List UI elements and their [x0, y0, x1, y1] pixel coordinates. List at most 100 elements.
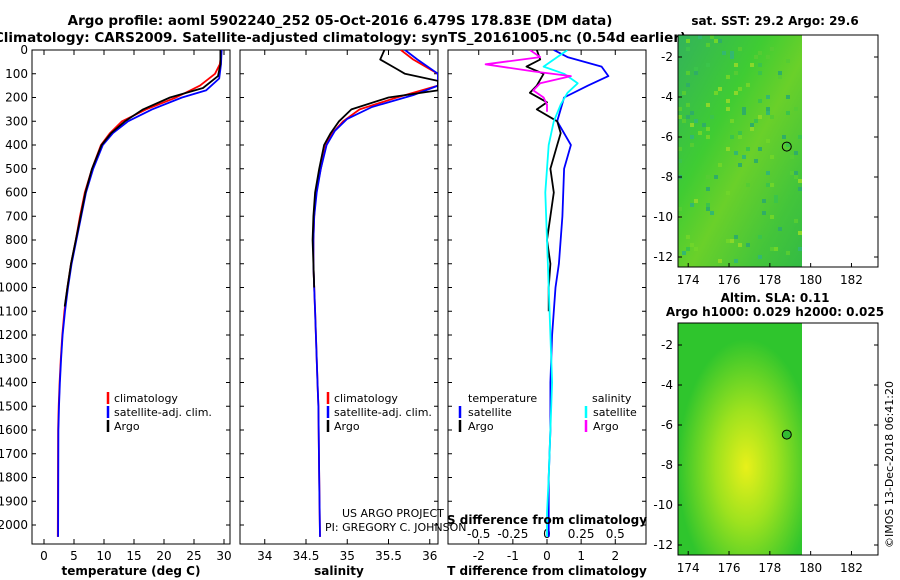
sst-map-pixel	[770, 215, 774, 219]
sst-map-pixel	[794, 107, 798, 111]
difference-panel-frame	[447, 49, 647, 545]
sst-map-pixel	[758, 63, 762, 67]
legend-label-argo: Argo	[114, 420, 140, 433]
temperature-panel-frame	[31, 49, 231, 545]
depth-tick-label: 1600	[0, 423, 28, 437]
depth-tick-label: 1300	[0, 352, 28, 366]
sst-map-pixel	[730, 51, 734, 55]
sst-map-pixel	[694, 247, 698, 251]
sst-map-pixel	[706, 103, 710, 107]
series-line-satellite-adj-clim-	[57, 50, 223, 537]
sst-map-pixel	[766, 139, 770, 143]
depth-tick-label: 300	[5, 114, 28, 128]
sst-map-pixel	[706, 175, 710, 179]
sst-map-pixel	[726, 147, 730, 151]
sst-map-pixel	[778, 227, 782, 231]
depth-tick-label: 1000	[0, 281, 28, 295]
salinity-axis-label: salinity	[314, 564, 364, 578]
sst-map-pixel	[798, 231, 802, 235]
legend-label-t-argo: Argo	[468, 420, 494, 433]
series-line-climatology	[312, 50, 438, 537]
depth-tick-label: 1400	[0, 376, 28, 390]
sst-map-pixel	[706, 127, 710, 131]
sst-map-pixel	[778, 71, 782, 75]
sla-map-ticks: 174 176 178 180 182 -2 -4 -6 -8 -10 -12	[653, 338, 878, 575]
sst-map-pixel	[758, 71, 762, 75]
sst-map-pixel	[758, 115, 762, 119]
sst-map-pixel	[678, 207, 682, 211]
sst-map-pixel	[726, 239, 730, 243]
x2-tick-label: 0.5	[606, 527, 625, 541]
sst-map-pixel	[794, 219, 798, 223]
sst-map-pixel	[738, 131, 742, 135]
sst-map-pixel	[686, 83, 690, 87]
panel-series-group	[311, 50, 438, 537]
sst-map-pixel	[678, 147, 682, 151]
sst-map-pixel	[766, 171, 770, 175]
x-tick-label: 0	[40, 549, 48, 563]
sst-map-pixel	[694, 71, 698, 75]
sst-map-pixel	[770, 155, 774, 159]
sla-map-field	[678, 323, 802, 555]
x-tick-label: 34	[257, 549, 272, 563]
sst-map-pixel	[758, 99, 762, 103]
sst-map-pixel	[766, 183, 770, 187]
map-y-tick-label: -10	[653, 498, 673, 512]
temperature-axis-label: temperature (deg C)	[62, 564, 201, 578]
sla-argo-position-marker	[781, 429, 792, 440]
sst-map-pixel	[698, 35, 702, 39]
sst-map-pixel	[778, 75, 782, 79]
x-tick-label: 35	[340, 549, 355, 563]
sst-map-pixel	[798, 179, 802, 183]
sst-map-pixel	[698, 131, 702, 135]
map-y-tick-label: -8	[661, 170, 673, 184]
sst-map-pixel	[730, 239, 734, 243]
map-y-tick-label: -4	[661, 378, 673, 392]
sst-map-pixel	[750, 127, 754, 131]
sst-map-pixel	[794, 151, 798, 155]
depth-tick-label: 2000	[0, 518, 28, 532]
sst-map-pixel	[690, 123, 694, 127]
sst-map-pixel	[726, 75, 730, 79]
series-line-argo	[311, 50, 438, 288]
sst-map-pixel	[770, 115, 774, 119]
sst-map-pixel	[798, 135, 802, 139]
sst-map-pixel	[754, 119, 758, 123]
sst-map-pixel	[786, 95, 790, 99]
sst-map-pixel	[730, 135, 734, 139]
sst-map-pixel	[730, 119, 734, 123]
sst-map-pixel	[682, 251, 686, 255]
map-x-tick-label: 176	[718, 561, 741, 575]
sst-map-pixel	[718, 259, 722, 263]
map-x-tick-label: 182	[840, 561, 863, 575]
sst-map-pixel	[746, 147, 750, 151]
sst-map-pixel	[714, 175, 718, 179]
map-x-tick-label: 182	[840, 273, 863, 287]
sst-map-pixel	[726, 191, 730, 195]
project-credit: US ARGO PROJECT	[342, 507, 444, 520]
depth-tick-label: 1800	[0, 471, 28, 485]
figure-title-line1: Argo profile: aoml 5902240_252 05-Oct-20…	[68, 13, 613, 29]
sst-map-pixel	[754, 159, 758, 163]
sst-map-pixel	[786, 143, 790, 147]
sst-map-pixel	[794, 175, 798, 179]
sst-map-pixel	[706, 187, 710, 191]
t-difference-axis-label: T difference from climatology	[447, 564, 647, 578]
depth-tick-label: 100	[5, 67, 28, 81]
depth-tick-label: 1100	[0, 304, 28, 318]
sst-map-pixel	[790, 171, 794, 175]
legend-label-t-satellite: satellite	[468, 406, 512, 419]
x-tick-label: 0	[543, 549, 551, 563]
legend-label-satellite: satellite-adj. clim.	[114, 406, 212, 419]
map-y-tick-label: -8	[661, 458, 673, 472]
x-tick-label: 10	[96, 549, 111, 563]
sst-map-pixel	[690, 111, 694, 115]
sst-map-pixel	[726, 107, 730, 111]
map-y-tick-label: -2	[661, 338, 673, 352]
s-difference-axis-label: S difference from climatology	[447, 513, 647, 527]
sst-map-pixel	[734, 71, 738, 75]
sst-map-pixel	[734, 91, 738, 95]
axis-ticks: 0100200300400500600700800900100011001200…	[0, 43, 646, 563]
depth-tick-label: 600	[5, 186, 28, 200]
sst-map-pixel	[738, 87, 742, 91]
